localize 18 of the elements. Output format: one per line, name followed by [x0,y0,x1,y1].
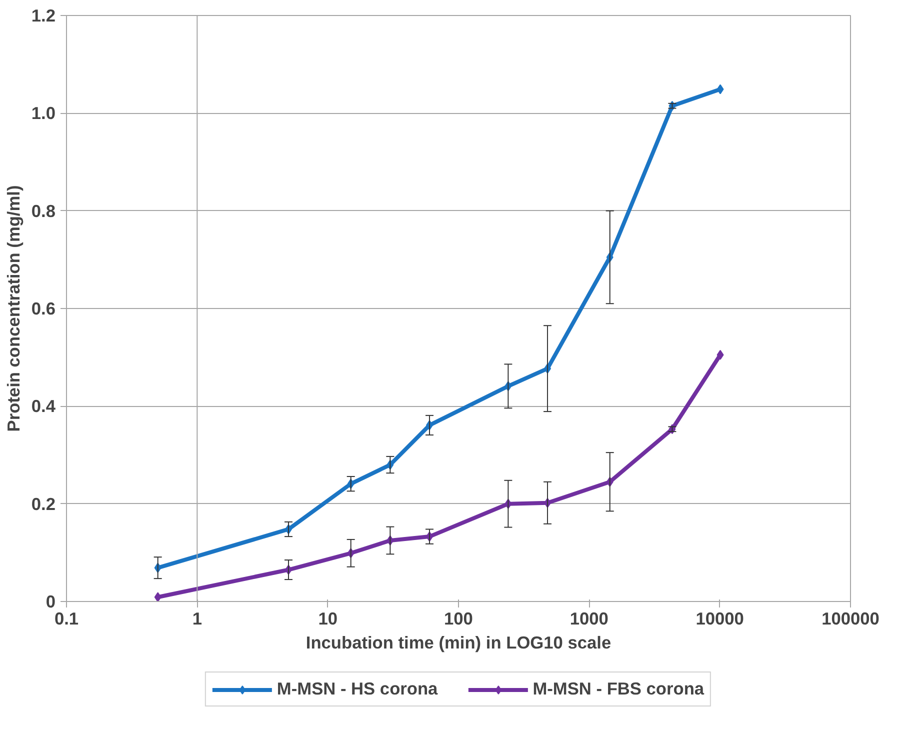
y-tick-label: 1.0 [31,103,56,124]
x-tick-label: 0.1 [54,608,79,628]
legend-label: M-MSN - FBS corona [532,678,704,700]
x-tick-label: 1000 [570,608,608,628]
legend-label: M-MSN - HS corona [276,678,438,700]
x-tick-label: 1 [192,608,202,628]
y-tick-label: 0 [46,592,56,612]
x-tick-label: 10000 [696,608,744,628]
y-axis-title: Protein concentration (mg/ml) [3,185,24,432]
x-tick-label: 100000 [822,608,880,628]
y-tick-label: 0.6 [31,298,56,318]
y-tick-label: 0.4 [31,396,56,416]
y-tick-label: 0.2 [31,494,56,514]
x-axis-title: Incubation time (min) in LOG10 scale [306,632,612,652]
x-tick-label: 10 [318,608,338,628]
y-tick-label: 1.2 [31,6,56,26]
y-tick-label: 0.8 [31,200,56,221]
x-tick-label: 100 [444,608,473,628]
